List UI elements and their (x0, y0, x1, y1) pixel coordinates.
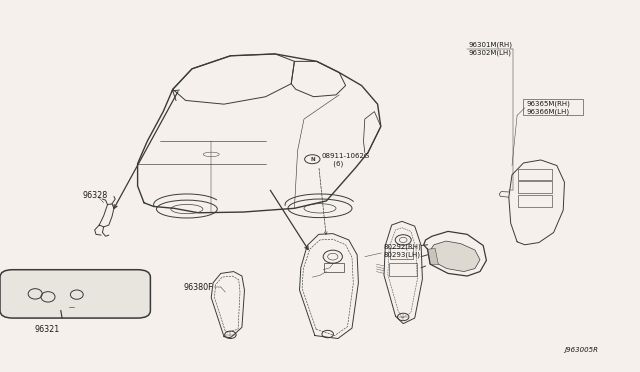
Text: 96328: 96328 (82, 191, 108, 200)
Text: 80292(RH)
80293(LH): 80292(RH) 80293(LH) (384, 244, 422, 258)
Text: N: N (310, 157, 315, 162)
FancyBboxPatch shape (0, 270, 150, 318)
Text: 96301M(RH)
96302M(LH): 96301M(RH) 96302M(LH) (468, 42, 513, 56)
Text: 96321: 96321 (34, 326, 60, 334)
Text: J963005R: J963005R (564, 347, 598, 353)
Text: 96380F: 96380F (184, 283, 213, 292)
Polygon shape (429, 241, 480, 272)
Text: 08911-1062G
     (6): 08911-1062G (6) (322, 153, 370, 167)
Text: 96365M(RH)
96366M(LH): 96365M(RH) 96366M(LH) (526, 101, 570, 115)
Polygon shape (428, 248, 438, 265)
